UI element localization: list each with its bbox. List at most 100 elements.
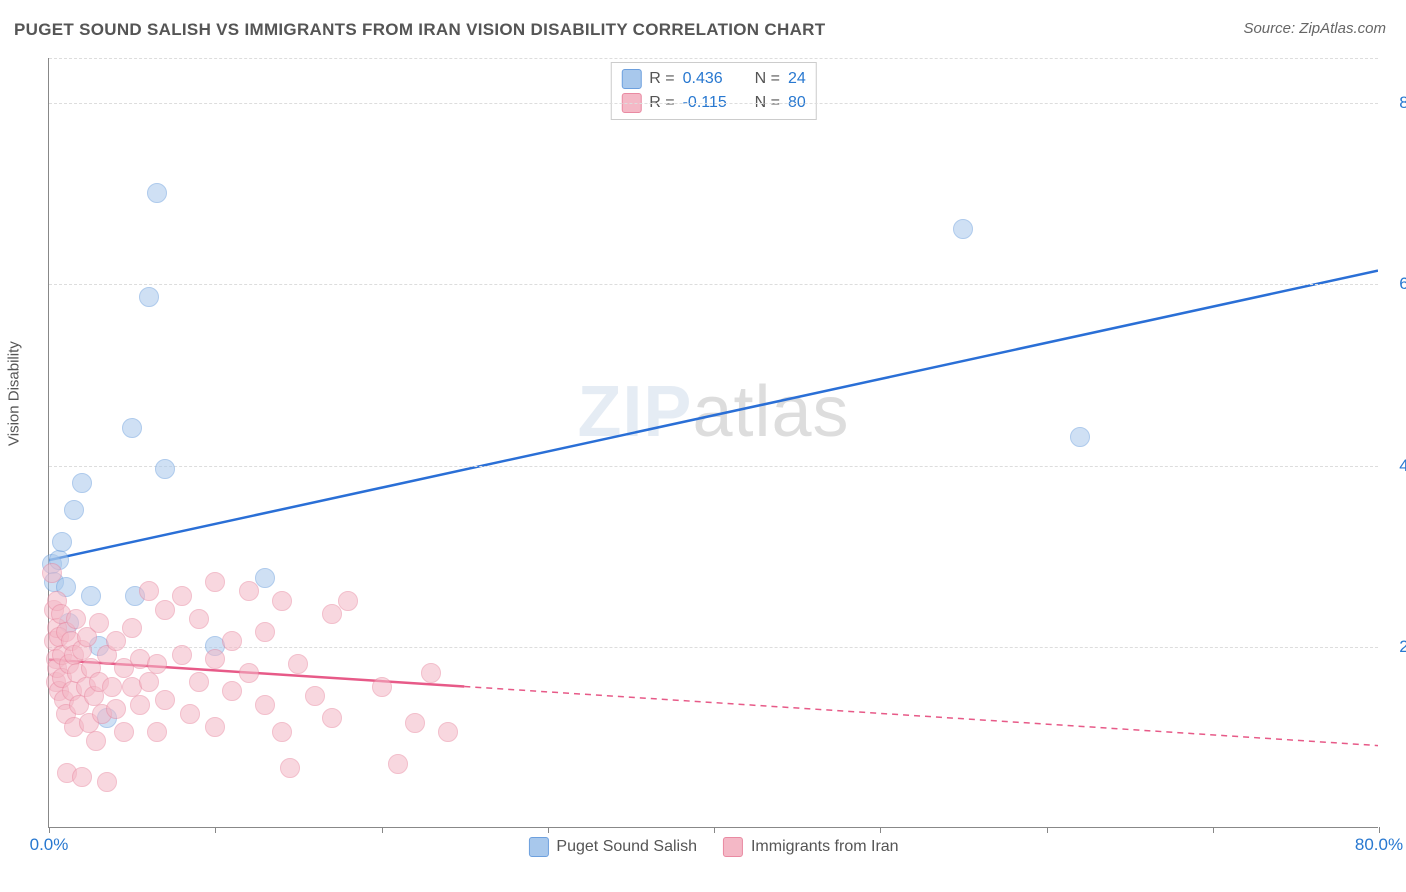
data-point — [64, 500, 84, 520]
n-value: 24 — [788, 70, 806, 88]
watermark-thin: atlas — [692, 372, 849, 452]
data-point — [52, 532, 72, 552]
data-point — [189, 609, 209, 629]
trend-line — [49, 271, 1378, 561]
data-point — [1070, 427, 1090, 447]
watermark: ZIPatlas — [577, 371, 849, 453]
data-point — [139, 287, 159, 307]
data-point — [106, 631, 126, 651]
data-point — [205, 649, 225, 669]
data-point — [139, 581, 159, 601]
data-point — [97, 772, 117, 792]
data-point — [222, 631, 242, 651]
data-point — [438, 722, 458, 742]
data-point — [255, 622, 275, 642]
data-point — [155, 690, 175, 710]
data-point — [139, 672, 159, 692]
data-point — [272, 591, 292, 611]
series-name: Immigrants from Iran — [751, 838, 899, 856]
data-point — [130, 695, 150, 715]
series-legend: Puget Sound Salish Immigrants from Iran — [528, 837, 898, 857]
legend-swatch — [621, 69, 641, 89]
data-point — [147, 654, 167, 674]
x-tick-label: 80.0% — [1355, 835, 1403, 855]
data-point — [338, 591, 358, 611]
chart-title: PUGET SOUND SALISH VS IMMIGRANTS FROM IR… — [14, 20, 825, 40]
data-point — [421, 663, 441, 683]
source-attribution: Source: ZipAtlas.com — [1243, 20, 1386, 37]
x-tick — [1047, 827, 1048, 833]
data-point — [72, 473, 92, 493]
x-tick-label: 0.0% — [30, 835, 69, 855]
data-point — [147, 722, 167, 742]
data-point — [172, 586, 192, 606]
data-point — [72, 767, 92, 787]
y-tick-label: 4.0% — [1399, 456, 1406, 476]
y-tick-label: 6.0% — [1399, 274, 1406, 294]
data-point — [205, 572, 225, 592]
data-point — [239, 581, 259, 601]
data-point — [147, 183, 167, 203]
x-tick — [49, 827, 50, 833]
data-point — [388, 754, 408, 774]
legend-swatch — [528, 837, 548, 857]
correlation-legend: R =0.436N =24R =-0.115N =80 — [610, 62, 816, 120]
data-point — [372, 677, 392, 697]
data-point — [189, 672, 209, 692]
data-point — [288, 654, 308, 674]
r-label: R = — [649, 70, 674, 88]
x-tick — [215, 827, 216, 833]
y-tick-label: 8.0% — [1399, 93, 1406, 113]
data-point — [89, 613, 109, 633]
data-point — [255, 695, 275, 715]
data-point — [205, 717, 225, 737]
y-tick-label: 2.0% — [1399, 637, 1406, 657]
x-tick — [714, 827, 715, 833]
data-point — [322, 604, 342, 624]
trend-lines-svg — [49, 58, 1378, 827]
data-point — [322, 708, 342, 728]
x-tick — [880, 827, 881, 833]
data-point — [42, 563, 62, 583]
data-point — [255, 568, 275, 588]
data-point — [305, 686, 325, 706]
gridline-horizontal — [49, 647, 1378, 648]
data-point — [66, 609, 86, 629]
plot-area: ZIPatlas R =0.436N =24R =-0.115N =80 Pug… — [48, 58, 1378, 828]
r-value: 0.436 — [683, 70, 739, 88]
legend-swatch — [723, 837, 743, 857]
series-legend-item: Puget Sound Salish — [528, 837, 697, 857]
gridline-horizontal — [49, 58, 1378, 59]
x-tick — [1379, 827, 1380, 833]
data-point — [122, 418, 142, 438]
x-tick — [548, 827, 549, 833]
data-point — [405, 713, 425, 733]
correlation-legend-row: R = 0.436 N = 24 — [621, 67, 805, 91]
data-point — [280, 758, 300, 778]
data-point — [114, 722, 134, 742]
data-point — [81, 586, 101, 606]
data-point — [102, 677, 122, 697]
x-tick — [1213, 827, 1214, 833]
trend-line-dashed — [464, 686, 1378, 745]
data-point — [86, 731, 106, 751]
data-point — [155, 600, 175, 620]
data-point — [239, 663, 259, 683]
data-point — [106, 699, 126, 719]
series-name: Puget Sound Salish — [556, 838, 697, 856]
gridline-horizontal — [49, 466, 1378, 467]
n-label: N = — [755, 70, 780, 88]
data-point — [953, 219, 973, 239]
gridline-horizontal — [49, 284, 1378, 285]
data-point — [122, 618, 142, 638]
gridline-horizontal — [49, 103, 1378, 104]
data-point — [222, 681, 242, 701]
watermark-bold: ZIP — [577, 372, 692, 452]
data-point — [272, 722, 292, 742]
data-point — [180, 704, 200, 724]
x-tick — [382, 827, 383, 833]
data-point — [172, 645, 192, 665]
y-axis-label: Vision Disability — [6, 341, 23, 446]
data-point — [155, 459, 175, 479]
series-legend-item: Immigrants from Iran — [723, 837, 899, 857]
